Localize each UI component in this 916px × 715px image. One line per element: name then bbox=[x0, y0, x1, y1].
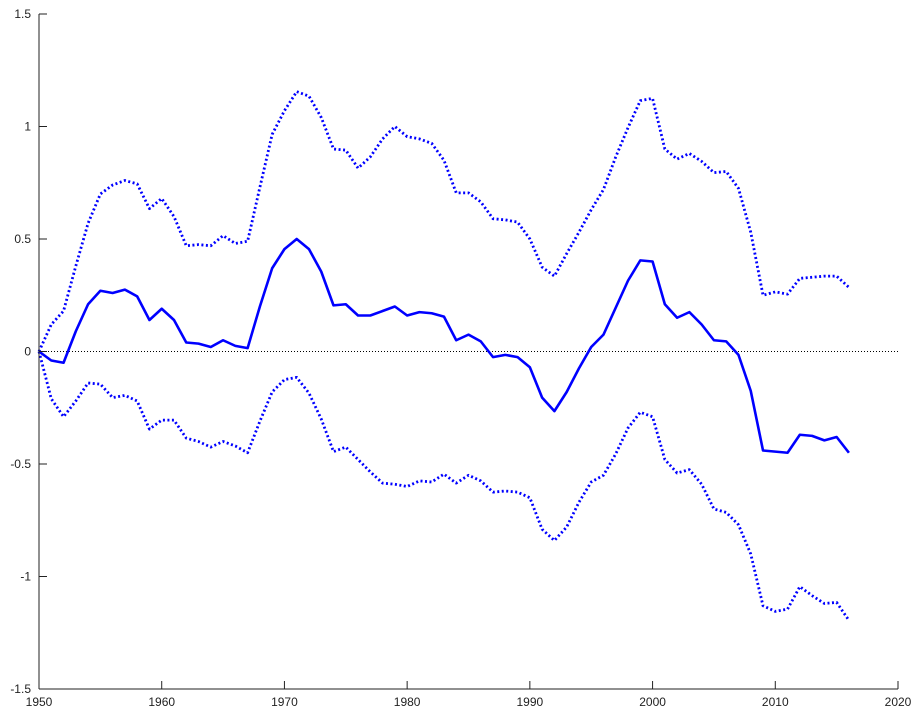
y-tick-label: -1.5 bbox=[10, 682, 31, 696]
y-tick-label: -1 bbox=[20, 570, 31, 584]
x-tick-label: 1990 bbox=[517, 695, 544, 709]
series-line bbox=[37, 90, 850, 353]
x-tick-label: 2010 bbox=[762, 695, 789, 709]
y-tick-label: 1 bbox=[24, 120, 31, 134]
y-tick-label: 0 bbox=[24, 345, 31, 359]
x-tick-label: 2000 bbox=[639, 695, 666, 709]
series-line bbox=[37, 351, 851, 622]
x-tick-label: 1960 bbox=[148, 695, 175, 709]
series-line bbox=[38, 237, 850, 455]
y-tick-label: 1.5 bbox=[14, 7, 31, 21]
x-tick-label: 1980 bbox=[394, 695, 421, 709]
y-tick-label: -0.5 bbox=[10, 457, 31, 471]
x-tick-label: 1950 bbox=[26, 695, 53, 709]
x-tick-label: 1970 bbox=[271, 695, 298, 709]
x-tick-label: 2020 bbox=[885, 695, 912, 709]
y-tick-label: 0.5 bbox=[14, 232, 31, 246]
